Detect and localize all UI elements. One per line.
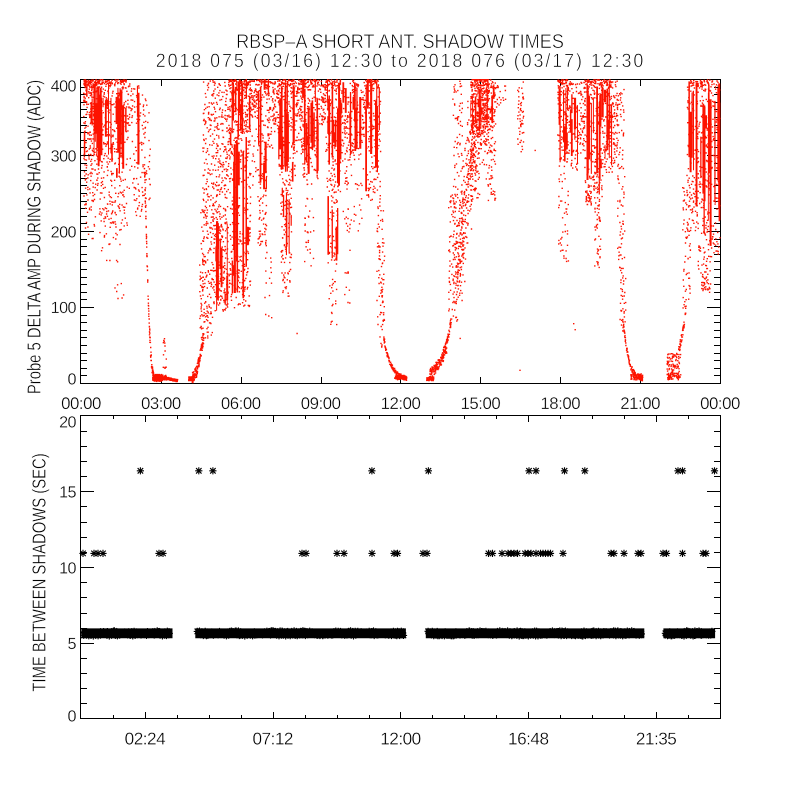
svg-text:15:00: 15:00 <box>461 394 501 413</box>
svg-text:2018 075 (03/16) 12:30 to 2018: 2018 075 (03/16) 12:30 to 2018 076 (03/1… <box>156 50 646 72</box>
svg-text:20: 20 <box>59 414 76 432</box>
svg-text:12:00: 12:00 <box>381 394 421 413</box>
svg-text:00:00: 00:00 <box>61 394 101 413</box>
svg-text:15: 15 <box>59 484 76 502</box>
svg-text:200: 200 <box>51 223 77 241</box>
svg-text:03:00: 03:00 <box>141 394 181 413</box>
svg-text:02:24: 02:24 <box>125 729 166 749</box>
svg-text:5: 5 <box>68 635 77 653</box>
svg-text:0: 0 <box>68 707 77 725</box>
svg-text:07:12: 07:12 <box>252 729 293 749</box>
svg-text:00:00: 00:00 <box>700 394 740 413</box>
svg-text:400: 400 <box>51 78 77 96</box>
svg-text:21:35: 21:35 <box>636 729 677 749</box>
svg-text:TIME BETWEEN SHADOWS (SEC): TIME BETWEEN SHADOWS (SEC) <box>29 453 50 691</box>
svg-text:100: 100 <box>51 299 77 317</box>
svg-text:16:48: 16:48 <box>508 729 549 749</box>
svg-text:12:00: 12:00 <box>380 729 421 749</box>
svg-text:300: 300 <box>51 148 77 166</box>
svg-text:09:00: 09:00 <box>301 394 341 413</box>
svg-text:Probe 5 DELTA AMP DURING SHADO: Probe 5 DELTA AMP DURING SHADOW (ADC) <box>25 80 45 394</box>
svg-text:0: 0 <box>68 370 77 388</box>
svg-text:10: 10 <box>59 559 76 577</box>
svg-text:06:00: 06:00 <box>221 394 261 413</box>
svg-text:18:00: 18:00 <box>540 394 580 413</box>
svg-text:RBSP–A SHORT ANT. SHADOW TIMES: RBSP–A SHORT ANT. SHADOW TIMES <box>236 30 564 52</box>
svg-text:21:00: 21:00 <box>620 394 660 413</box>
